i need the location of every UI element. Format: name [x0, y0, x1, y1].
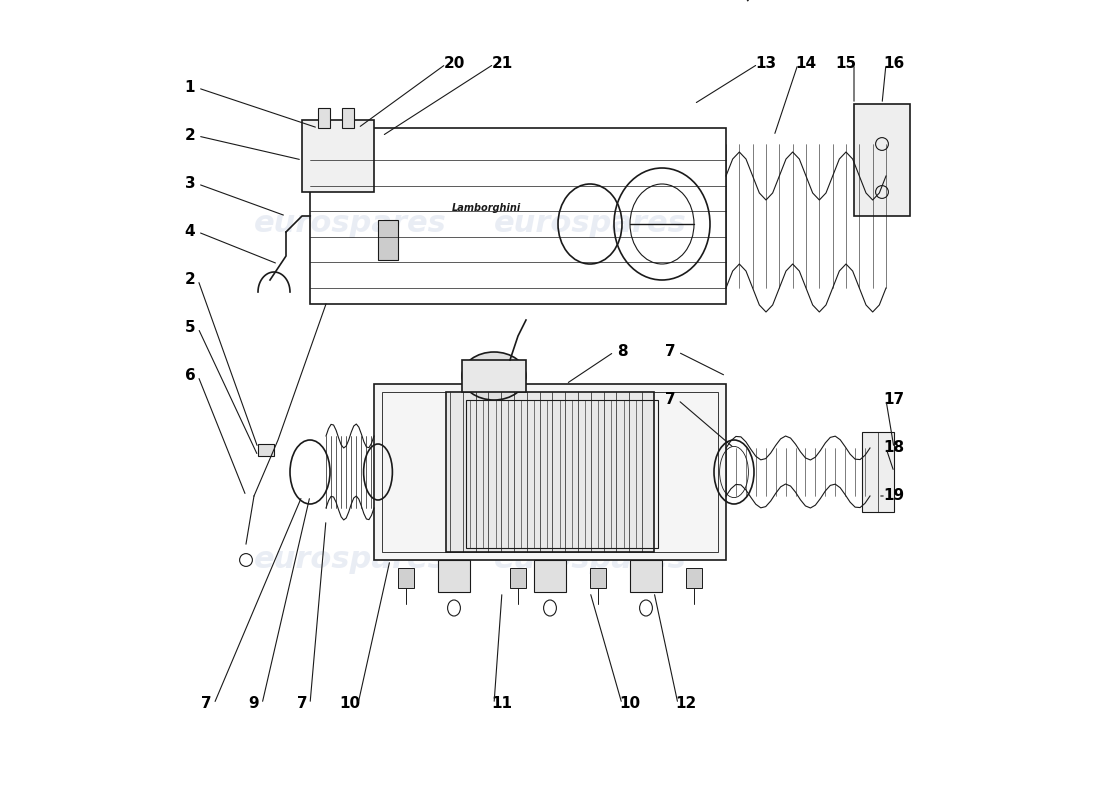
Bar	[258, 444, 274, 456]
Bar	[686, 568, 702, 588]
Text: 11: 11	[492, 697, 513, 711]
Text: 21: 21	[492, 57, 513, 71]
Text: 2: 2	[185, 273, 196, 287]
Text: 14: 14	[795, 57, 816, 71]
Bar	[398, 568, 414, 588]
Text: 7: 7	[297, 697, 307, 711]
Bar	[310, 128, 726, 304]
Text: 19: 19	[883, 489, 904, 503]
Bar	[510, 568, 526, 588]
Text: 2: 2	[185, 129, 196, 143]
Text: 7: 7	[200, 697, 211, 711]
Text: 5: 5	[185, 321, 196, 335]
Bar	[854, 104, 910, 216]
Text: 7: 7	[664, 393, 675, 407]
Bar	[630, 560, 662, 592]
Bar	[446, 392, 654, 552]
Bar	[466, 400, 658, 548]
Text: 8: 8	[617, 345, 627, 359]
Text: 4: 4	[185, 225, 196, 239]
Text: 15: 15	[835, 57, 857, 71]
Text: 9: 9	[249, 697, 260, 711]
Bar	[318, 108, 330, 128]
Bar	[862, 432, 894, 512]
Text: 20: 20	[443, 57, 464, 71]
Text: 10: 10	[340, 697, 361, 711]
Text: 12: 12	[675, 697, 696, 711]
Text: eurospares: eurospares	[494, 546, 686, 574]
Text: 17: 17	[883, 393, 904, 407]
Bar	[342, 108, 354, 128]
Text: 7: 7	[664, 345, 675, 359]
Text: Lamborghini: Lamborghini	[451, 203, 520, 213]
Bar	[382, 392, 718, 552]
Text: eurospares: eurospares	[254, 546, 447, 574]
Bar	[462, 360, 526, 392]
Text: 10: 10	[619, 697, 640, 711]
Text: eurospares: eurospares	[494, 210, 686, 238]
Bar	[378, 220, 398, 260]
Text: 16: 16	[883, 57, 904, 71]
Bar	[374, 384, 726, 560]
Ellipse shape	[462, 352, 526, 400]
Text: 6: 6	[185, 369, 196, 383]
Text: 1: 1	[185, 81, 196, 95]
Bar	[590, 568, 606, 588]
Text: eurospares: eurospares	[254, 210, 447, 238]
Text: 13: 13	[756, 57, 777, 71]
Text: 18: 18	[883, 441, 904, 455]
Text: 3: 3	[185, 177, 196, 191]
Bar	[438, 560, 470, 592]
Bar	[302, 120, 374, 192]
Bar	[534, 560, 566, 592]
